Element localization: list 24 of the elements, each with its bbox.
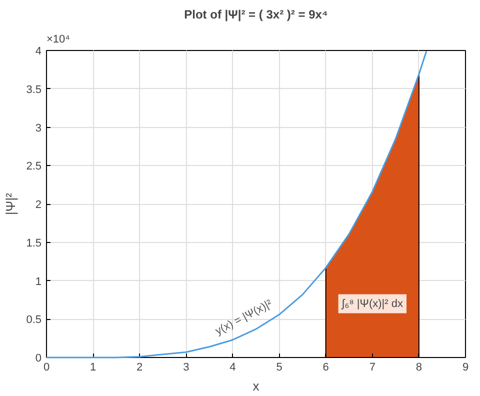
y-tick-label: 3	[35, 122, 42, 134]
x-tick-label: 8	[416, 362, 422, 374]
chart-title: Plot of |Ψ|² = ( 3x² )² = 9x⁴	[184, 8, 328, 22]
x-tick-label: 3	[183, 362, 190, 374]
y-axis-title: |Ψ|²	[3, 192, 18, 215]
x-tick-label: 1	[90, 362, 96, 374]
x-tick-label: 6	[322, 362, 329, 374]
y-tick-label: 4	[35, 46, 42, 58]
text: ×10⁴	[46, 34, 70, 46]
y-tick-label: 3.5	[26, 84, 42, 96]
y-tick-label: 2	[35, 199, 42, 211]
y-tick-label: 0.5	[26, 314, 42, 326]
x-tick-label: 0	[43, 362, 50, 374]
y-tick-label: 0	[35, 352, 42, 364]
annotation: ∫₆⁸ |Ψ(x)|² dx	[340, 298, 404, 310]
x-axis-title: x	[252, 378, 260, 394]
x-tick-label: 4	[230, 362, 236, 374]
x-tick-label: 9	[462, 362, 469, 374]
x-tick-label: 2	[136, 362, 143, 374]
y-tick-label: 1.5	[26, 237, 42, 250]
y-tick-label: 2.5	[26, 160, 42, 173]
y-tick-label: 1	[35, 276, 42, 288]
x-tick-label: 7	[369, 362, 376, 374]
x-tick-label: 5	[276, 362, 282, 374]
